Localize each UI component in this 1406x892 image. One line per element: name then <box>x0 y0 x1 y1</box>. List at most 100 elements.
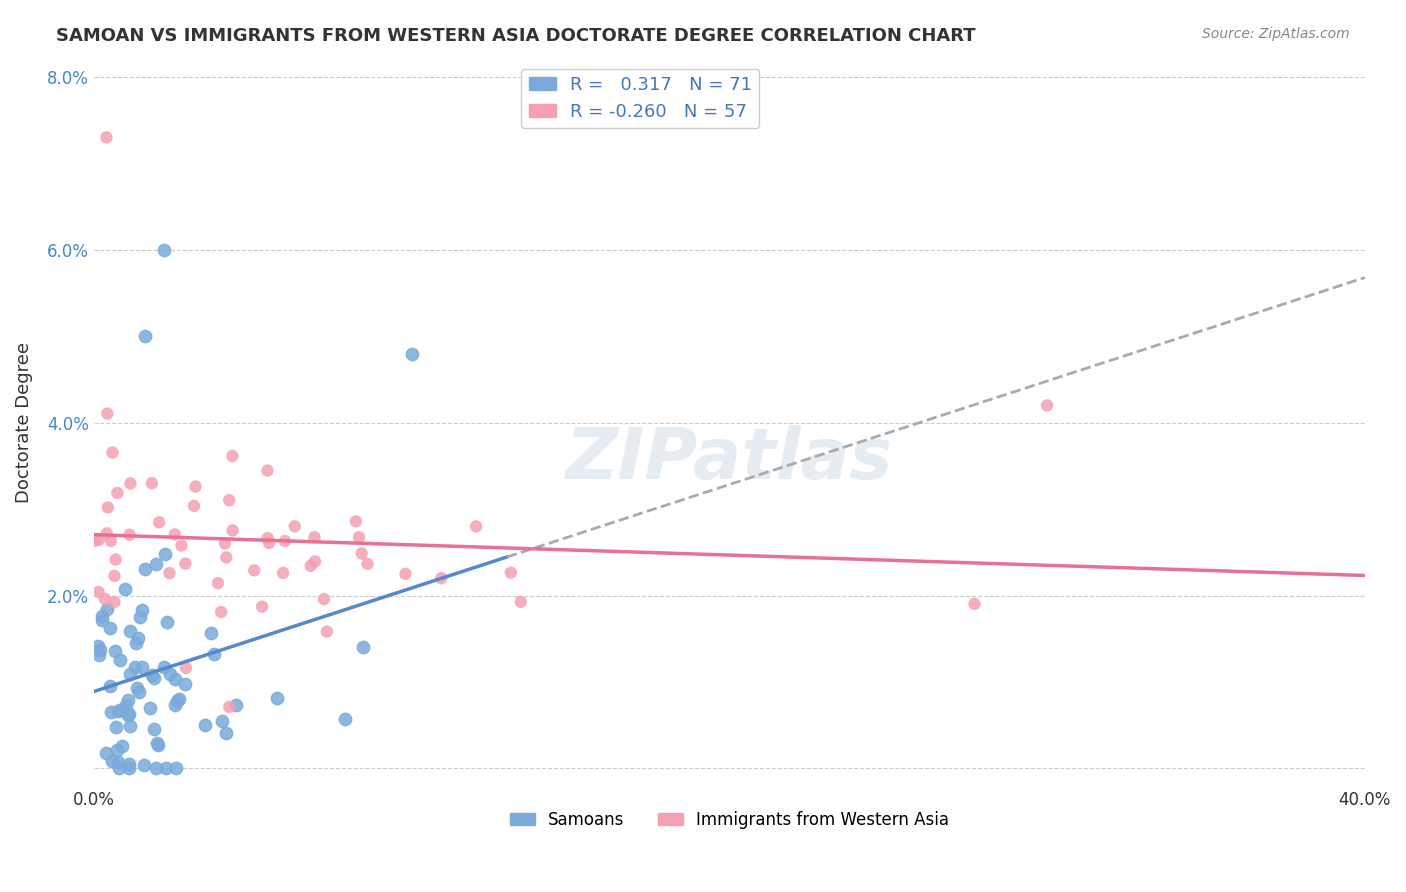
Point <box>394 566 416 581</box>
Point <box>146 738 169 752</box>
Point <box>118 624 141 639</box>
Point <box>312 592 335 607</box>
Point <box>120 718 142 732</box>
Point <box>84 533 107 548</box>
Point <box>124 660 146 674</box>
Point <box>98 621 121 635</box>
Point <box>114 582 136 597</box>
Point <box>96 407 118 421</box>
Point <box>96 526 118 541</box>
Point <box>347 530 370 544</box>
Point <box>107 704 129 718</box>
Point <box>145 558 167 572</box>
Point <box>125 681 148 696</box>
Point <box>93 591 115 606</box>
Point <box>143 671 166 685</box>
Point <box>250 599 273 614</box>
Point <box>256 531 278 545</box>
Point <box>344 514 367 528</box>
Point <box>141 476 163 491</box>
Point <box>271 566 294 580</box>
Point <box>90 613 112 627</box>
Text: SAMOAN VS IMMIGRANTS FROM WESTERN ASIA DOCTORATE DEGREE CORRELATION CHART: SAMOAN VS IMMIGRANTS FROM WESTERN ASIA D… <box>56 27 976 45</box>
Point <box>165 762 187 776</box>
Point <box>350 547 373 561</box>
Point <box>266 690 288 705</box>
Point <box>100 533 122 548</box>
Point <box>174 661 197 675</box>
Point <box>118 707 141 722</box>
Legend: Samoans, Immigrants from Western Asia: Samoans, Immigrants from Western Asia <box>503 805 956 836</box>
Point <box>132 758 155 772</box>
Point <box>221 449 243 463</box>
Point <box>142 722 165 736</box>
Point <box>117 693 139 707</box>
Point <box>146 736 169 750</box>
Point <box>214 536 236 550</box>
Point <box>148 516 170 530</box>
Point <box>104 720 127 734</box>
Point <box>115 698 138 712</box>
Point <box>98 679 121 693</box>
Point <box>243 563 266 577</box>
Point <box>207 576 229 591</box>
Point <box>356 557 378 571</box>
Point <box>96 602 118 616</box>
Point <box>134 562 156 576</box>
Point <box>96 130 118 145</box>
Y-axis label: Doctorate Degree: Doctorate Degree <box>15 343 32 503</box>
Point <box>134 329 156 343</box>
Point <box>104 552 127 566</box>
Point <box>509 595 531 609</box>
Point <box>155 762 177 776</box>
Point <box>159 667 181 681</box>
Point <box>156 615 179 629</box>
Point <box>145 762 167 776</box>
Point <box>141 668 163 682</box>
Point <box>430 571 453 585</box>
Point <box>274 534 297 549</box>
Point <box>118 756 141 771</box>
Point <box>118 762 141 776</box>
Point <box>118 666 141 681</box>
Point <box>131 603 153 617</box>
Point <box>218 700 240 714</box>
Point <box>184 479 207 493</box>
Point <box>128 685 150 699</box>
Point <box>103 569 125 583</box>
Point <box>125 635 148 649</box>
Point <box>202 647 225 661</box>
Point <box>304 530 326 544</box>
Point <box>257 536 280 550</box>
Point <box>200 625 222 640</box>
Point <box>87 585 110 599</box>
Point <box>131 659 153 673</box>
Point <box>105 743 128 757</box>
Point <box>104 644 127 658</box>
Point <box>118 528 141 542</box>
Point <box>110 703 132 717</box>
Point <box>174 677 197 691</box>
Point <box>218 493 240 508</box>
Point <box>103 595 125 609</box>
Point <box>120 476 142 491</box>
Point <box>129 610 152 624</box>
Point <box>153 547 176 561</box>
Point <box>89 642 111 657</box>
Point <box>256 464 278 478</box>
Point <box>117 707 139 722</box>
Point <box>174 557 197 571</box>
Point <box>107 762 129 776</box>
Point <box>215 726 238 740</box>
Point <box>215 550 238 565</box>
Point <box>167 692 190 706</box>
Text: ZIPatlas: ZIPatlas <box>565 425 893 493</box>
Point <box>333 712 356 726</box>
Point <box>465 519 488 533</box>
Point <box>89 648 111 662</box>
Point <box>225 698 247 713</box>
Point <box>352 640 374 654</box>
Point <box>211 714 233 728</box>
Point <box>90 608 112 623</box>
Point <box>401 346 423 360</box>
